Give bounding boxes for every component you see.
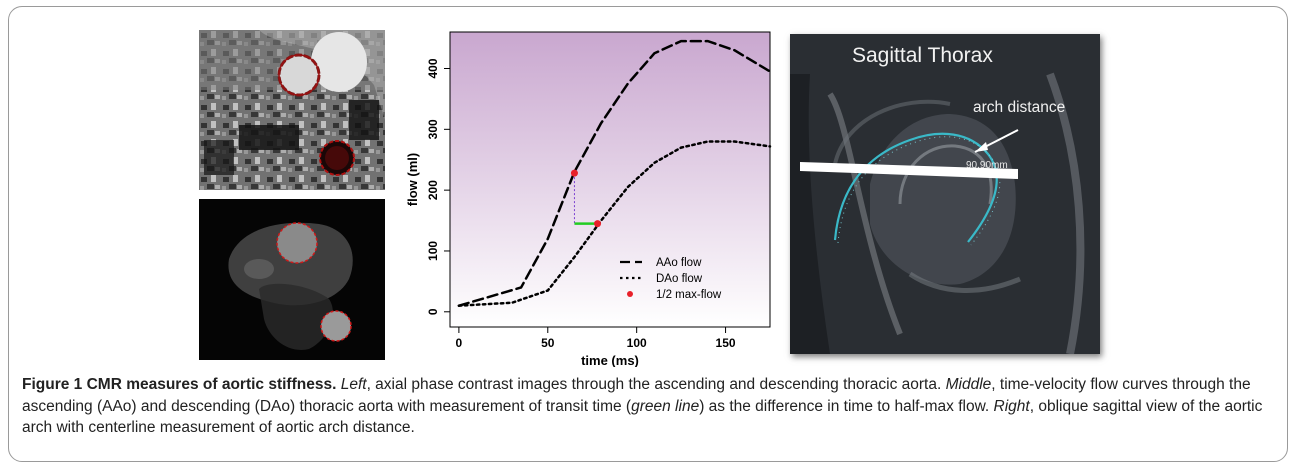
half-max-point xyxy=(570,169,578,177)
x-tick-label: 100 xyxy=(627,336,647,350)
y-tick-label: 400 xyxy=(426,58,440,78)
legend-label: AAo flow xyxy=(656,257,702,269)
series-line-aao xyxy=(457,39,772,307)
y-tick-label: 0 xyxy=(426,308,440,315)
flow-chart: 0 50 100 150 0 100 200 300 400 AAo flow DAo flow 1/… xyxy=(405,22,775,367)
arch-distance-label: arch distance xyxy=(973,99,1065,116)
caption-middle-text-1: , time-velocity flow curves through the … xyxy=(22,376,1251,415)
y-axis-label: flow (ml) xyxy=(405,153,420,206)
x-tick-label: 50 xyxy=(541,336,555,350)
legend-marker xyxy=(627,291,633,297)
arch-centerline xyxy=(833,132,998,243)
half-max-point xyxy=(594,220,602,228)
series-line-dao xyxy=(457,140,772,307)
x-axis-label: time (ms) xyxy=(581,353,639,367)
caption-green-line: green line xyxy=(631,397,700,415)
legend-label: 1/2 max-flow xyxy=(656,289,722,301)
measurement-value: 90.90mm xyxy=(966,160,1008,171)
legend-label: DAo flow xyxy=(656,273,703,285)
figure-caption: Figure 1 CMR measures of aortic stiffnes… xyxy=(22,374,1277,439)
magnitude-svg xyxy=(199,199,385,360)
y-tick-label: 300 xyxy=(426,119,440,139)
y-tick-label: 100 xyxy=(426,241,440,261)
sagittal-mri-svg: Sagittal Thorax arch distance 90.90mm xyxy=(790,34,1100,354)
mri-title: Sagittal Thorax xyxy=(852,44,993,67)
y-tick-label: 200 xyxy=(426,180,440,200)
caption-right-text: , oblique sagittal view of the aortic ar… xyxy=(22,397,1263,437)
caption-middle-label: Middle xyxy=(945,376,992,393)
phase-contrast-image xyxy=(199,30,385,190)
sagittal-mri-image: Sagittal Thorax arch distance 90.90mm xyxy=(790,34,1100,354)
phase-contrast-svg xyxy=(199,30,385,190)
baseline-bar xyxy=(800,162,1018,179)
plot-frame xyxy=(449,31,771,328)
x-tick-label: 0 xyxy=(456,336,463,350)
caption-left-label: Left xyxy=(340,376,367,393)
x-tick-label: 150 xyxy=(716,336,736,350)
caption-right-label: Right xyxy=(993,397,1030,415)
caption-left-text: , axial phase contrast images through th… xyxy=(366,376,942,393)
caption-middle-text-2: ) as the difference in time to half-max … xyxy=(699,397,990,415)
figure-label: Figure 1 CMR measures of aortic stiffnes… xyxy=(22,376,337,393)
magnitude-image xyxy=(199,199,385,360)
flow-chart-svg: 0 50 100 150 0 100 200 300 400 AAo flow DAo flow 1/… xyxy=(405,31,772,367)
plot-background xyxy=(450,32,770,327)
